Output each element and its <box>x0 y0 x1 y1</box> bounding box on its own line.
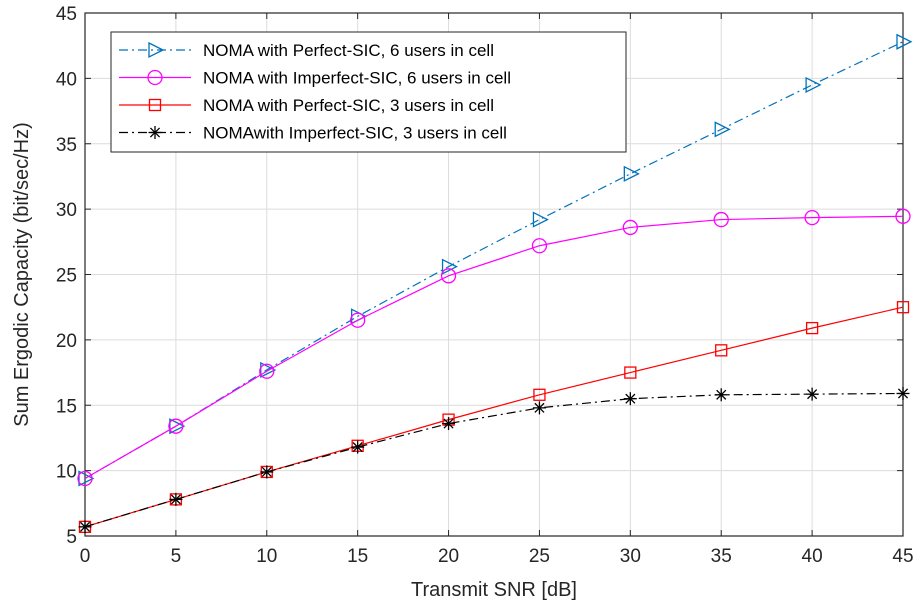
series-3-point <box>896 301 910 314</box>
y-tick-label: 25 <box>56 266 77 287</box>
y-tick-label: 35 <box>56 135 77 156</box>
legend-entry-2: NOMA with Imperfect-SIC, 6 users in cell <box>203 69 511 88</box>
legend-entry-3: NOMA with Perfect-SIC, 3 users in cell <box>203 96 494 115</box>
series-line-4 <box>84 392 904 528</box>
legend-marker-2 <box>147 69 163 86</box>
series-1-point <box>714 121 731 138</box>
series-2-point <box>77 470 93 487</box>
y-tick-label: 30 <box>56 200 77 221</box>
series-1-point <box>896 33 913 50</box>
series-line-2 <box>84 215 904 479</box>
x-tick-label: 25 <box>529 546 550 567</box>
series-2-point <box>168 418 184 434</box>
legend: NOMA with Perfect-SIC, 6 users in cell NO… <box>110 31 627 153</box>
x-tick-label: 40 <box>802 546 823 567</box>
series-1-point <box>260 361 277 378</box>
x-tick-label: 10 <box>256 546 277 567</box>
series-3-point <box>533 388 546 401</box>
series-4-point <box>805 387 819 401</box>
series-1-point <box>78 470 95 487</box>
series-4-point <box>78 520 92 534</box>
y-tick-label: 45 <box>56 4 77 25</box>
y-axis-label: Sum Ergodic Capacity (bit/sec/Hz) <box>11 122 33 427</box>
series-1-point <box>441 258 459 275</box>
legend-entry-1: NOMA with Perfect-SIC, 6 users in cell <box>203 41 494 60</box>
y-tick-label: 10 <box>56 462 77 483</box>
series-3-point <box>805 321 819 335</box>
series-1-point <box>805 76 822 93</box>
x-tick-label: 45 <box>892 546 913 567</box>
series-1-point <box>623 165 640 182</box>
series-layer <box>77 33 913 534</box>
series-4-point <box>896 386 910 400</box>
series-1-point <box>169 418 186 435</box>
series-2-point <box>259 363 275 379</box>
x-tick-label: 35 <box>711 546 732 567</box>
y-tick-label: 20 <box>56 331 77 352</box>
series-2-point <box>895 208 911 224</box>
series-4-point <box>260 465 274 479</box>
x-tick-label: 5 <box>171 546 182 567</box>
series-4-point <box>532 401 546 415</box>
y-tick-label: 5 <box>66 527 77 548</box>
series-3-point <box>715 344 728 357</box>
legend-marker-1 <box>148 41 165 59</box>
x-tick-label: 0 <box>80 546 91 567</box>
x-tick-label: 20 <box>438 546 459 567</box>
legend-marker-4 <box>148 126 162 139</box>
series-2-point <box>350 312 366 328</box>
series-4-point <box>623 392 637 406</box>
series-2-point <box>531 238 548 254</box>
series-4-point <box>351 440 365 454</box>
x-axis-label: Transmit SNR [dB] <box>411 579 577 601</box>
legend-marker-3 <box>148 98 162 112</box>
series-line-3 <box>84 306 904 528</box>
y-tick-label: 40 <box>56 69 77 90</box>
series-2-point <box>804 209 820 226</box>
series-2-point <box>440 268 457 284</box>
legend-entry-4: NOMAwith Imperfect-SIC, 3 users in cell <box>203 124 507 143</box>
legend-box <box>110 31 627 153</box>
series-4-point <box>714 388 728 402</box>
x-tick-label: 30 <box>620 546 641 567</box>
y-tick-label: 15 <box>56 396 77 417</box>
series-4-point <box>169 492 183 506</box>
series-2-point <box>713 211 729 228</box>
series-4-point <box>442 417 456 431</box>
series-1-point <box>532 211 549 228</box>
series-2-point <box>622 219 638 236</box>
x-tick-label: 15 <box>347 546 368 567</box>
series-3-point <box>624 366 637 379</box>
